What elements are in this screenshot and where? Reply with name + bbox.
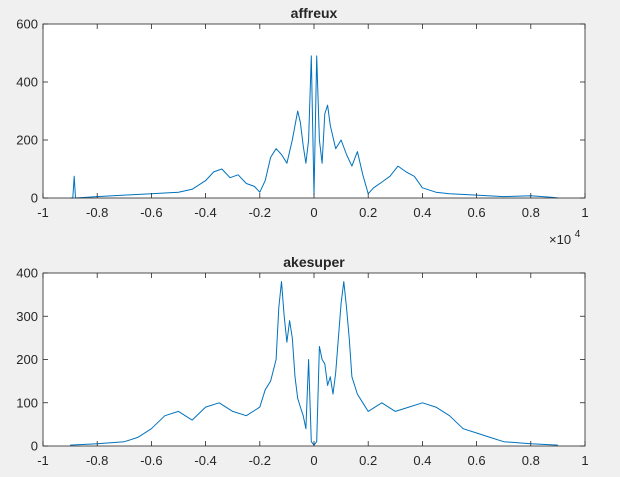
x-tick-label: 1 (581, 205, 588, 220)
x-tick-label: 0.8 (522, 453, 540, 468)
x-tick-label: 0.2 (359, 205, 377, 220)
x-tick-label: -0.2 (249, 205, 271, 220)
plot-area (43, 24, 585, 198)
x-tick-label: -1 (37, 453, 49, 468)
axes-frame (42, 23, 586, 199)
x-tick-label: 0.4 (413, 205, 431, 220)
x-tick-label: -0.2 (249, 453, 271, 468)
subplot-affreux: -1 -0.8 -0.6 -0.4 -0.2 0 0.2 0.4 0.6 0.8 1 0 200 400 6… (16, 5, 588, 247)
y-tick-label: 200 (16, 352, 38, 367)
series-line-0 (70, 55, 558, 199)
tick-layer: -1 -0.8 -0.6 -0.4 -0.2 0 0.2 0.4 0.6 0.8 1 0 100 200 3… (16, 266, 588, 469)
x-exponent-base: ×10 (549, 232, 571, 247)
y-tick-label: 0 (31, 191, 38, 206)
chart-title: akesuper (283, 254, 345, 270)
x-tick-label: -0.8 (86, 205, 108, 220)
x-tick-label: 0 (310, 205, 317, 220)
x-tick-label: -0.8 (86, 453, 108, 468)
y-tick-label: 400 (16, 75, 38, 90)
x-tick-label: 0.8 (522, 205, 540, 220)
y-tick-label: 400 (16, 266, 38, 281)
data-layer (70, 55, 558, 199)
y-tick-label: 600 (16, 17, 38, 32)
x-tick-label: -0.6 (140, 205, 162, 220)
x-tick-label: 1 (581, 453, 588, 468)
axes-frame (42, 272, 586, 447)
y-tick-label: 0 (31, 439, 38, 454)
x-tick-label: 0.6 (468, 205, 486, 220)
subplot-akesuper: -1 -0.8 -0.6 -0.4 -0.2 0 0.2 0.4 0.6 0.8 1 0 100 200 3… (16, 254, 588, 468)
y-tick-label: 300 (16, 309, 38, 324)
x-tick-label: -0.6 (140, 453, 162, 468)
x-tick-label: 0.2 (359, 453, 377, 468)
x-tick-label: -1 (37, 205, 49, 220)
y-tick-label: 200 (16, 133, 38, 148)
x-exponent-label: ×10 4 (549, 229, 581, 247)
x-tick-label: -0.4 (194, 453, 216, 468)
x-tick-label: -0.4 (194, 205, 216, 220)
y-tick-label: 100 (16, 395, 38, 410)
tick-layer: -1 -0.8 -0.6 -0.4 -0.2 0 0.2 0.4 0.6 0.8 1 0 200 400 6… (16, 17, 588, 221)
x-tick-label: 0.6 (468, 453, 486, 468)
x-exponent-power: 4 (575, 229, 581, 240)
plot-area (43, 273, 585, 446)
x-tick-label: 0 (310, 453, 317, 468)
chart-title: affreux (291, 5, 338, 21)
x-tick-label: 0.4 (413, 453, 431, 468)
